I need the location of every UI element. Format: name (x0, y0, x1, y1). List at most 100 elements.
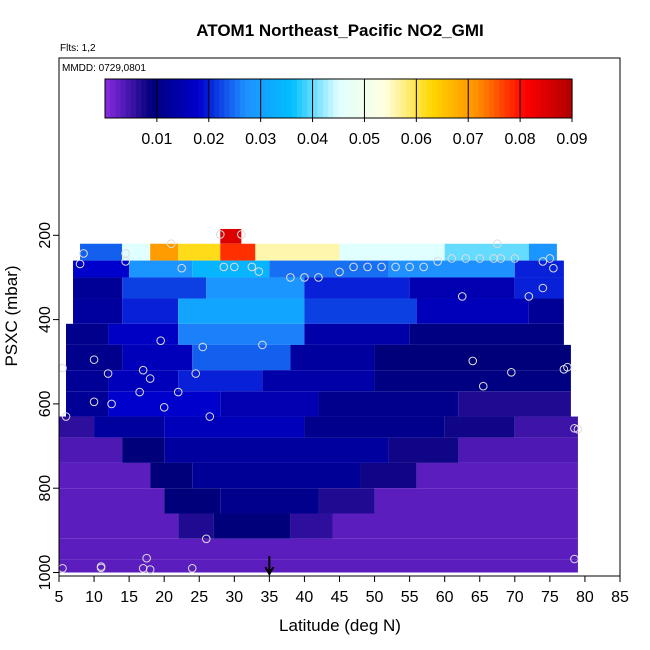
x-tick-label: 70 (506, 589, 524, 606)
colorbar-segment (483, 79, 490, 118)
observation-point (489, 254, 499, 263)
colorbar-segment (494, 79, 500, 118)
observation-point (545, 254, 555, 263)
colorbar-segment (110, 79, 116, 118)
colorbar-segment (509, 79, 516, 118)
colorbar-segment (442, 79, 449, 118)
observation-point (121, 257, 130, 266)
colorbar-segment (525, 79, 532, 118)
observation-point (314, 273, 323, 282)
observation-point (107, 399, 116, 409)
heatmap-cell (66, 391, 109, 417)
colorbar-segment (566, 79, 573, 118)
colorbar-segment (224, 79, 231, 118)
colorbar-segment (296, 79, 303, 118)
dates-annotation: MMDD: 0729,0801 (62, 63, 146, 74)
observation-point (96, 563, 106, 573)
heatmap-cell (164, 488, 221, 514)
heatmap-cell (304, 277, 410, 299)
heatmap-cell (164, 416, 305, 438)
colorbar-segment (136, 79, 142, 118)
colorbar-segment (395, 79, 402, 118)
colorbar-segment (390, 79, 397, 118)
observation-point (103, 369, 113, 378)
colorbar-segment (416, 79, 423, 118)
heatmap-cell (458, 391, 571, 417)
heatmap-cell (528, 243, 557, 261)
colorbar-segment (260, 79, 267, 118)
x-tick-label: 60 (436, 589, 454, 606)
observation-point (89, 355, 99, 364)
heatmap-cell (374, 488, 578, 514)
colorbar-tick-label: 0.06 (401, 131, 432, 148)
observation-point (538, 257, 548, 266)
colorbar-segment (105, 79, 111, 118)
observation-point (570, 554, 579, 564)
flights-annotation: Flts: 1,2 (60, 43, 96, 54)
heatmap-cell (206, 277, 305, 299)
observation-point (478, 381, 488, 391)
heatmap-cell (178, 513, 214, 539)
observation-point (447, 254, 457, 263)
colorbar-segment (556, 79, 563, 118)
observation-point (75, 259, 85, 269)
heatmap-cell (220, 391, 319, 417)
observation-point (191, 369, 201, 378)
heatmap-cell (409, 323, 564, 345)
colorbar-segment (250, 79, 257, 118)
observation-point (145, 374, 155, 383)
x-tick-label: 40 (296, 589, 314, 606)
colorbar-segment (255, 79, 262, 118)
chart-title: ATOM1 Northeast_Pacific NO2_GMI (196, 21, 484, 40)
colorbar-segment (431, 79, 438, 118)
observation-point (391, 262, 400, 272)
heatmap-cell (416, 298, 529, 324)
colorbar-tick-label: 0.03 (245, 131, 276, 148)
observation-point (286, 273, 295, 282)
colorbar-segment (405, 79, 412, 118)
observation-point (187, 563, 197, 573)
colorbar-segment (213, 79, 220, 118)
observation-point (61, 412, 71, 421)
heatmap-cell (59, 437, 123, 463)
heatmap-cell (374, 370, 571, 392)
observation-point (219, 262, 229, 272)
observation-point (300, 273, 309, 282)
heatmap-cell (178, 298, 305, 324)
observation-point (457, 292, 467, 301)
colorbar-segment (130, 79, 137, 118)
x-tick-label: 65 (471, 589, 489, 606)
colorbar-segment (203, 79, 210, 118)
colorbar-segment (374, 79, 381, 118)
heatmap-cell (178, 243, 221, 261)
colorbar-segment (380, 79, 386, 118)
heatmap-cell (66, 323, 109, 345)
heatmap-cell (304, 416, 445, 438)
colorbar-segment (437, 79, 443, 118)
colorbar-segment (530, 79, 537, 118)
x-tick-label: 75 (541, 589, 559, 606)
heatmap-cell (416, 462, 578, 489)
heatmap-cell (409, 277, 515, 299)
heatmap-cell (290, 344, 375, 371)
x-tick-label: 35 (260, 589, 278, 606)
observation-point (247, 262, 257, 272)
colorbar-segment (172, 79, 179, 118)
observation-point (145, 565, 155, 574)
x-tick-label: 55 (401, 589, 419, 606)
observation-point (335, 267, 344, 277)
observation-point (230, 262, 239, 272)
colorbar-segment (286, 79, 293, 118)
colorbar-segment (426, 79, 433, 118)
colorbar-segment (146, 79, 153, 118)
heatmap-cell (59, 416, 95, 438)
colorbar-segment (457, 79, 464, 118)
colorbar-segment (421, 79, 428, 118)
colorbar-segment (120, 79, 127, 118)
heatmap-cell (122, 277, 207, 299)
heatmap-cell (528, 298, 564, 324)
observation-point (363, 262, 372, 272)
heatmap-cell (108, 323, 179, 345)
observation-point (538, 283, 548, 293)
x-axis-label: Latitude (deg N) (279, 616, 401, 635)
